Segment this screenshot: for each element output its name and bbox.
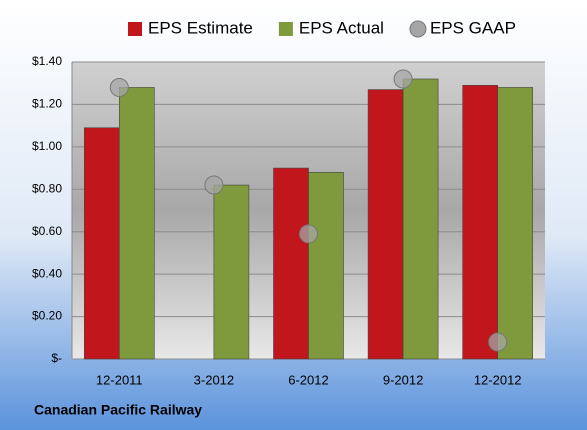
y-tick-label: $1.40 xyxy=(32,54,62,68)
bar xyxy=(213,184,250,360)
y-tick-label: $0.40 xyxy=(32,266,62,280)
bar xyxy=(367,89,404,360)
y-tick-label: $0.80 xyxy=(32,181,62,195)
bar xyxy=(119,87,155,360)
legend-label: EPS Estimate xyxy=(148,18,253,37)
legend-swatch xyxy=(278,22,293,36)
marker xyxy=(488,332,508,352)
y-tick-label: $1.20 xyxy=(32,97,62,111)
marker xyxy=(393,69,413,89)
y-tick-label: $- xyxy=(51,351,62,365)
bar xyxy=(84,127,120,360)
legend-label: EPS Actual xyxy=(299,18,384,37)
x-tick-label: 12-2012 xyxy=(474,372,522,387)
bar xyxy=(402,78,439,360)
bar xyxy=(462,85,499,360)
y-tick-label: $0.60 xyxy=(32,224,62,238)
footer: Canadian Pacific Railway xyxy=(34,402,202,418)
legend-label: EPS GAAP xyxy=(430,18,516,37)
x-tick-label: 12-2011 xyxy=(96,372,143,387)
x-tick-label: 3-2012 xyxy=(194,372,234,387)
x-tick-label: 9-2012 xyxy=(383,372,423,387)
marker xyxy=(109,77,129,97)
y-tick-label: $0.20 xyxy=(32,309,62,323)
bar xyxy=(497,87,534,360)
bar xyxy=(273,167,309,360)
marker xyxy=(299,224,318,244)
x-tick-label: 6-2012 xyxy=(288,372,328,387)
legend-swatch xyxy=(128,22,142,36)
bar xyxy=(308,172,344,360)
legend-swatch xyxy=(409,20,427,38)
y-tick-label: $1.00 xyxy=(32,139,62,153)
marker xyxy=(204,175,224,195)
